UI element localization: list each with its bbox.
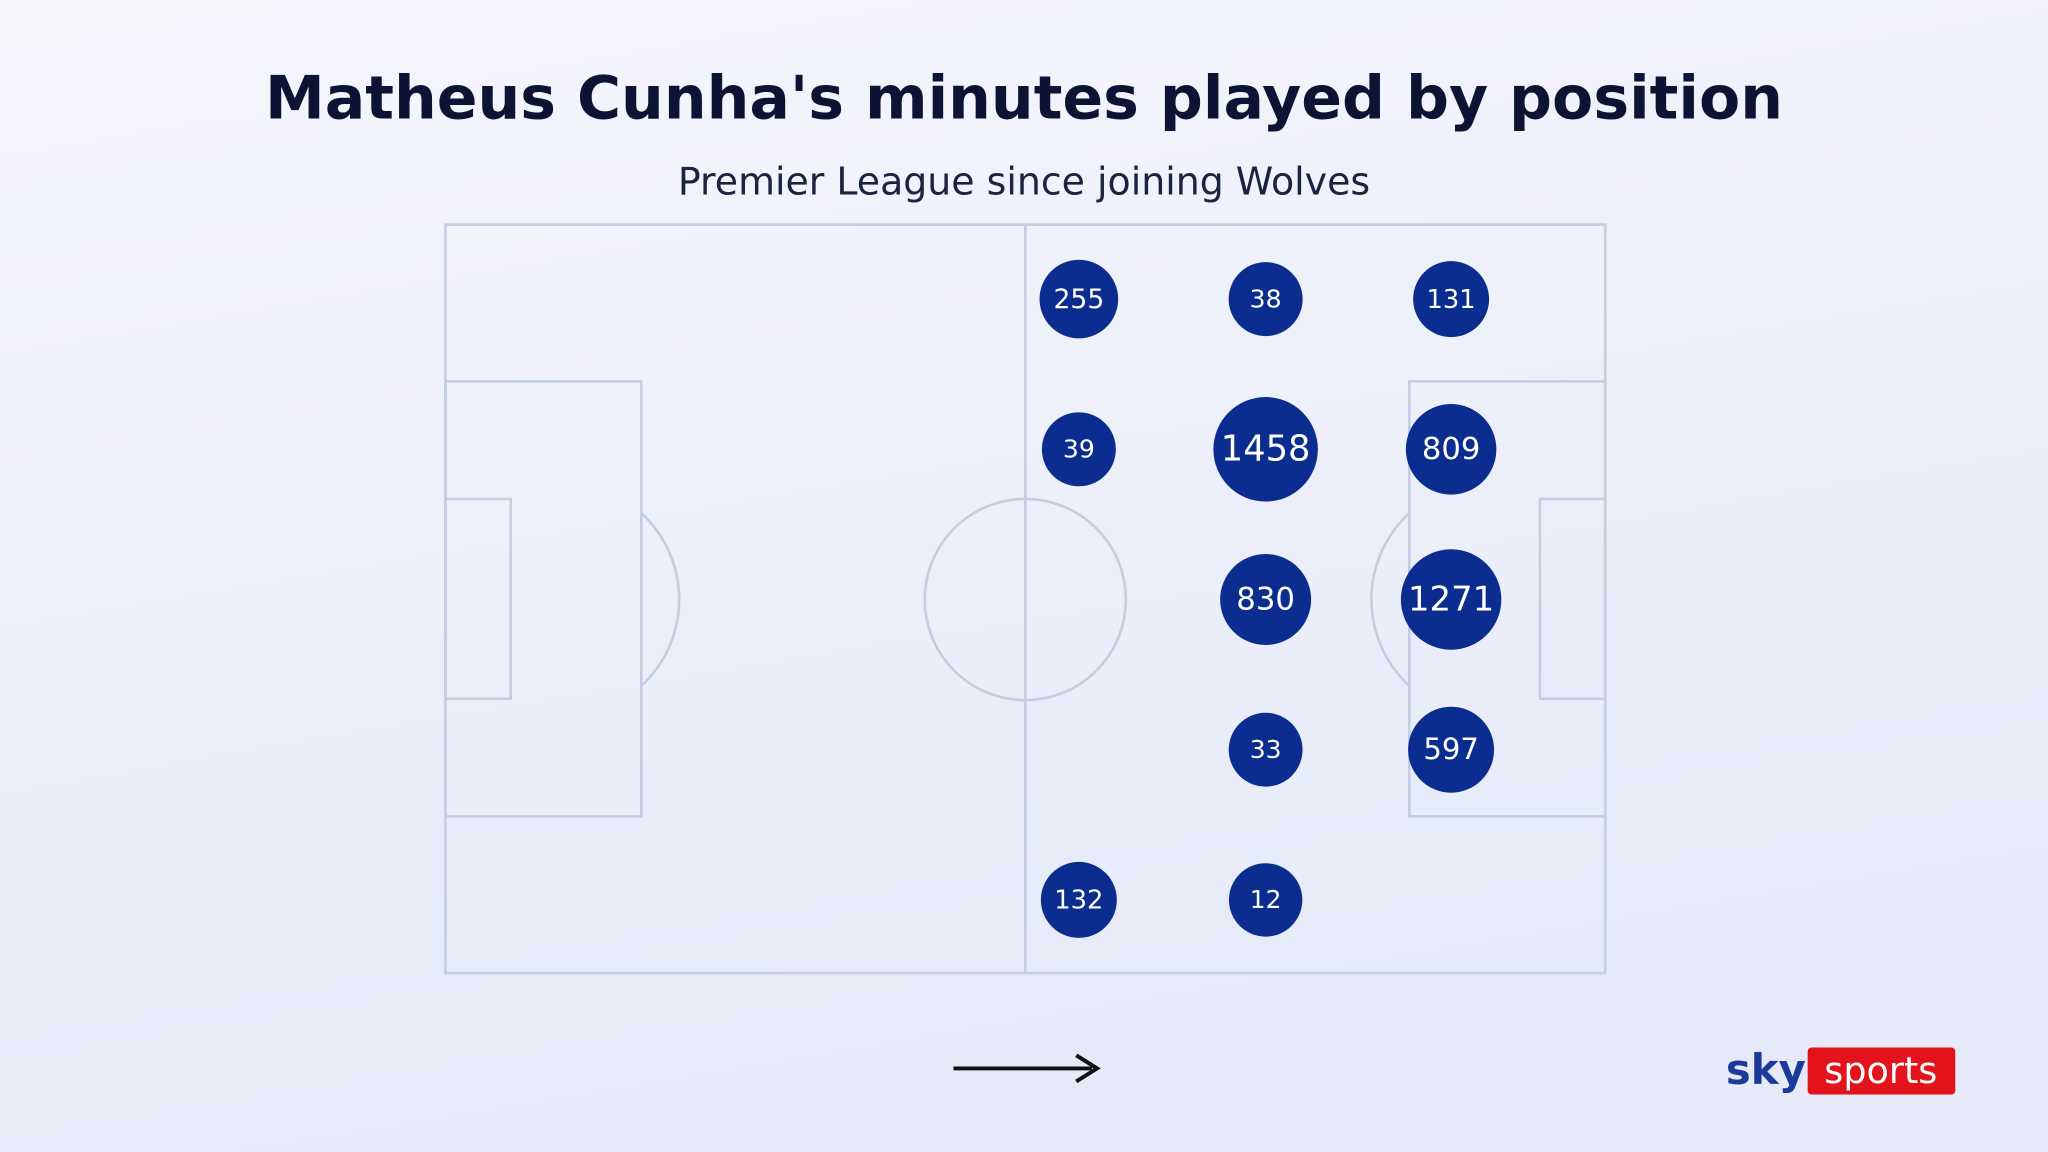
bubble: [1405, 404, 1497, 495]
bubble-label: 38: [1250, 284, 1282, 313]
bubble-label: 597: [1423, 732, 1479, 766]
bubble: [1228, 863, 1303, 937]
bubble: [1213, 397, 1318, 502]
bubble-label: 1458: [1221, 429, 1311, 470]
bubble-label: 132: [1054, 886, 1103, 916]
bubble-label: 1271: [1408, 579, 1494, 618]
penalty-arc: [641, 511, 681, 688]
bubble: [1220, 554, 1312, 646]
bubble-label: 131: [1427, 285, 1476, 315]
penalty-arc: [1370, 511, 1410, 688]
bubble-label: 12: [1250, 885, 1282, 914]
direction-arrow: [953, 1053, 1101, 1084]
centre-circle: [923, 497, 1128, 702]
bubble-label: 830: [1236, 581, 1295, 617]
bubble: [1228, 262, 1303, 337]
bubble: [1041, 412, 1116, 487]
bubbles: 255 38 131 39 1458 809 830 1271 33 597 132 12: [1039, 259, 1502, 938]
bubble: [1413, 261, 1490, 338]
bubble: [1039, 259, 1119, 339]
bubble-label: 33: [1250, 735, 1282, 764]
logo-sports: sports: [1824, 1049, 1937, 1092]
bubble: [1408, 706, 1495, 793]
bubble-label: 255: [1053, 284, 1104, 315]
bubble-label: 39: [1063, 435, 1095, 464]
chart-title: Matheus Cunha's minutes played by positi…: [265, 63, 1783, 133]
six-yard-box: [444, 497, 512, 701]
bubble: [1040, 861, 1117, 938]
logo: sky sports: [1726, 1045, 1956, 1095]
logo-box: [1807, 1047, 1956, 1095]
bubble: [1228, 712, 1303, 787]
bubble: [1400, 549, 1502, 650]
chart-subtitle: Premier League since joining Wolves: [678, 160, 1370, 204]
six-yard-box: [1538, 497, 1607, 701]
logo-sky: sky: [1726, 1045, 1806, 1094]
bubble-label: 809: [1422, 432, 1480, 467]
